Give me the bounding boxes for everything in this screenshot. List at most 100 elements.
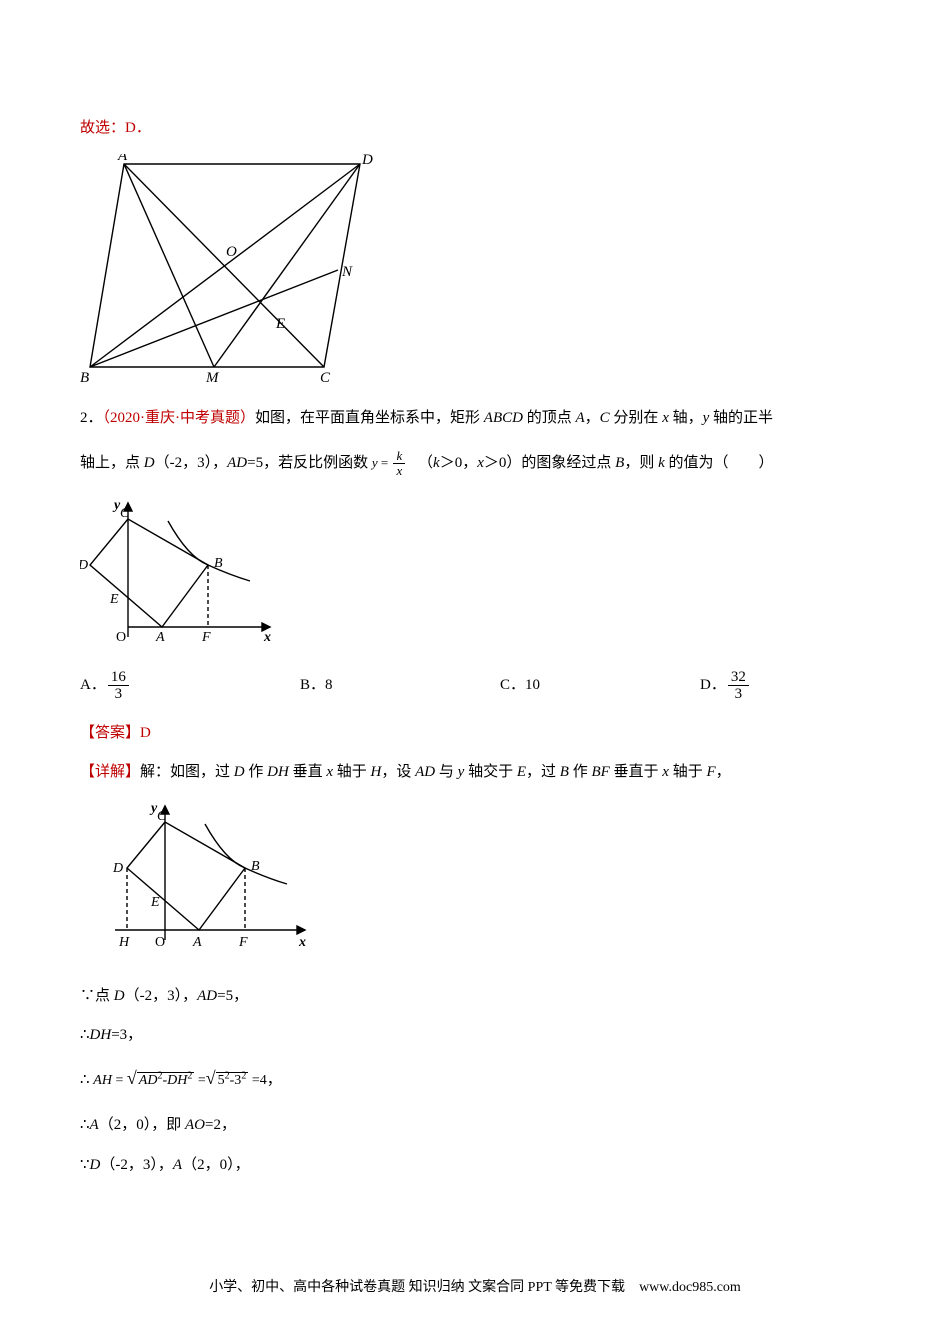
solution-intro: 【详解】解：如图，过 D 作 DH 垂直 x 轴于 H，设 AD 与 y 轴交于… — [80, 760, 870, 786]
s4A: A — [90, 1117, 99, 1133]
s-ik: 轴于 — [669, 764, 707, 780]
f3-B: B — [251, 859, 260, 874]
s-ic: 垂直 — [289, 764, 327, 780]
q2-cond: （ — [411, 455, 434, 471]
f2-yaxis: y — [112, 498, 121, 513]
q2-k2: k — [658, 455, 665, 471]
s3AH: AH — [93, 1073, 112, 1088]
s-ii: 作 — [569, 764, 592, 780]
q2-AD: AD — [227, 455, 247, 471]
label-B: B — [80, 370, 89, 384]
opt-d-den: 3 — [728, 685, 749, 703]
label-O: O — [226, 244, 237, 260]
footer-url[interactable]: www.doc985.com — [639, 1280, 741, 1295]
s1D: D — [114, 988, 125, 1004]
answer-value: D — [140, 725, 151, 741]
s-ig: 轴交于 — [464, 764, 517, 780]
f2-C: C — [120, 506, 130, 521]
func-num: k — [393, 449, 405, 463]
label-D: D — [361, 154, 373, 168]
s-il: ， — [716, 764, 731, 780]
q2-b: ， — [212, 455, 227, 471]
f3-C: C — [157, 809, 167, 824]
f3-xaxis: x — [298, 935, 306, 950]
q-stem3: 分别在 — [610, 410, 663, 426]
s5b: ， — [158, 1157, 173, 1173]
option-d[interactable]: D． 323 — [700, 669, 880, 703]
label-E: E — [275, 316, 285, 332]
s-BF1: BF — [591, 764, 609, 780]
f2-xaxis: x — [263, 630, 271, 645]
figure-solution: C D B E H O A F x y — [105, 800, 870, 960]
s-id: 轴于 — [333, 764, 371, 780]
s3r2: DH — [167, 1073, 187, 1088]
s5A: A — [173, 1157, 182, 1173]
q-source: （2020·重庆·中考真题） — [103, 410, 256, 426]
q-stem2: 的顶点 — [523, 410, 576, 426]
s-x2: x — [662, 764, 669, 780]
f3-E: E — [150, 895, 160, 910]
sqrt1: √ — [127, 1068, 137, 1088]
s1a: ∵点 — [80, 988, 114, 1004]
option-a[interactable]: A． 163 — [80, 669, 300, 703]
s3r3b: -3 — [230, 1073, 242, 1088]
problem-2-line2: 轴上，点 D（-2，3），AD=5，若反比例函数 y = kx （k＞0，x＞0… — [80, 449, 870, 479]
answer-line: 【答案】D — [80, 721, 870, 747]
s4AO: AO — [185, 1117, 205, 1133]
s5a: ∵ — [80, 1157, 90, 1173]
page-footer: 小学、初中、高中各种试卷真题 知识归纳 文案合同 PPT 等免费下载 www.d… — [0, 1276, 950, 1296]
figure-problem: C D B E O A F x y — [80, 497, 870, 657]
sqrt2: √ — [206, 1068, 216, 1088]
q-rect: ABCD — [484, 410, 523, 426]
footer-text: 小学、初中、高中各种试卷真题 知识归纳 文案合同 PPT 等免费下载 — [209, 1280, 639, 1295]
q-x: x — [662, 410, 669, 426]
s1c: （-2，3） — [125, 988, 183, 1004]
option-c[interactable]: C．10 — [500, 669, 700, 703]
f3-A: A — [192, 935, 202, 950]
prior-conclusion: 故选：D． — [80, 116, 870, 142]
s-B1: B — [560, 764, 569, 780]
s4b: ，即 — [151, 1117, 185, 1133]
opt-a-num: 16 — [108, 669, 129, 686]
label-N: N — [341, 264, 353, 280]
func-den: x — [393, 463, 405, 478]
label-M: M — [205, 370, 220, 384]
figure-rhombus: A D B M C O N E — [80, 154, 870, 384]
s3a: ∴ — [80, 1072, 93, 1088]
s4e: =2， — [205, 1117, 236, 1133]
s4a: ∴ — [80, 1117, 90, 1133]
s2b: =3， — [111, 1027, 142, 1043]
f2-E: E — [109, 592, 119, 607]
opt-d-num: 32 — [728, 669, 749, 686]
q2-Dc: （-2，3） — [155, 455, 213, 471]
s3s3b: 2 — [241, 1070, 246, 1081]
q2-B: B — [615, 455, 624, 471]
sol-step5: ∵D（-2，3），A（2，0）， — [80, 1153, 870, 1179]
problem-2-line1: 2．（2020·重庆·中考真题）如图，在平面直角坐标系中，矩形 ABCD 的顶点… — [80, 406, 870, 432]
s3eq2: = — [194, 1073, 205, 1088]
f3-H: H — [118, 935, 130, 950]
q2-k: k — [433, 455, 440, 471]
opt-d-label: D． — [700, 673, 726, 699]
option-b[interactable]: B．8 — [300, 669, 500, 703]
q2-D: D — [144, 455, 155, 471]
s1AD: AD — [197, 988, 217, 1004]
s5D: D — [90, 1157, 101, 1173]
s1e: =5， — [217, 988, 248, 1004]
s3eq: = — [112, 1073, 127, 1088]
s-if: 与 — [435, 764, 458, 780]
s-DH1: DH — [267, 764, 289, 780]
s2DH: DH — [90, 1027, 112, 1043]
label-C: C — [320, 370, 331, 384]
s-ie: ，设 — [381, 764, 415, 780]
s2a: ∴ — [80, 1027, 90, 1043]
f2-D: D — [80, 558, 88, 573]
opt-c-label: C． — [500, 673, 525, 699]
opt-b-label: B． — [300, 673, 325, 699]
s-ih: ，过 — [526, 764, 560, 780]
s4c: （2，0） — [99, 1117, 152, 1133]
q2-cl: ，则 — [624, 455, 658, 471]
q-stem4: 轴， — [669, 410, 703, 426]
opt-a-label: A． — [80, 673, 106, 699]
s1b: ， — [182, 988, 197, 1004]
